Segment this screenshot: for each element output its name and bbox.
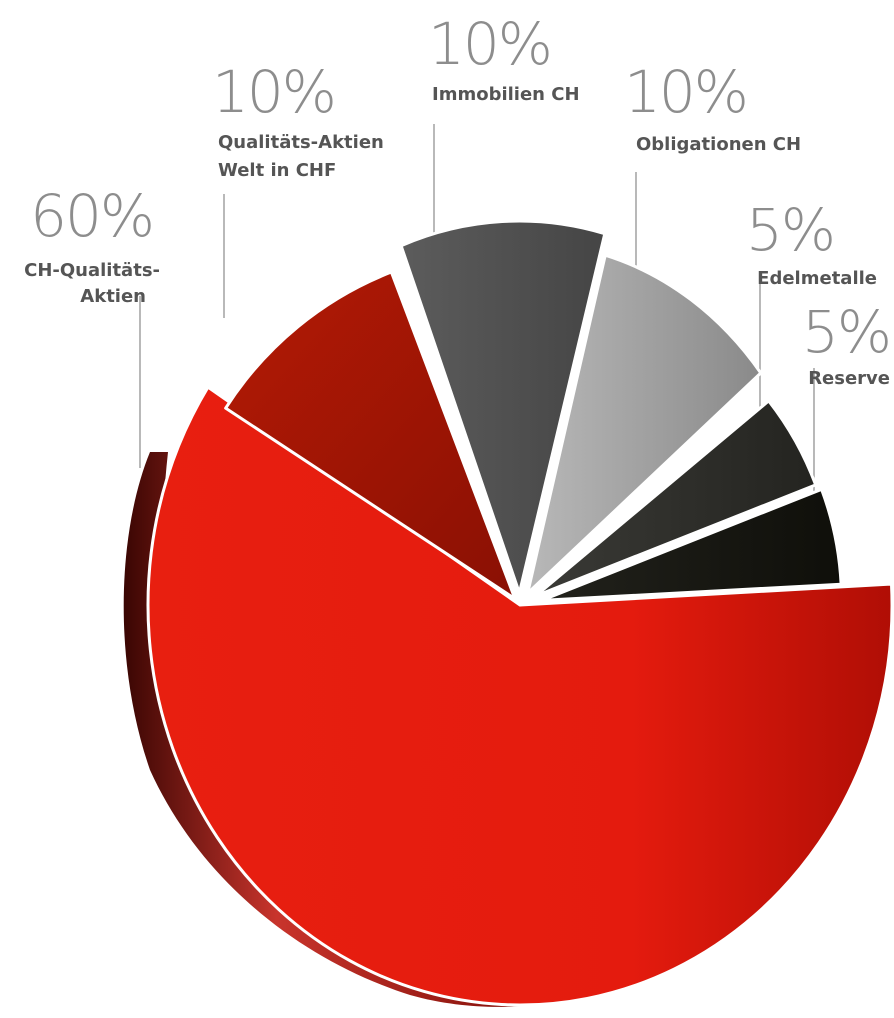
category-label-1-line-2: Aktien [80, 286, 146, 307]
category-label-2-line-2: Welt in CHF [218, 160, 336, 181]
percent-label-1: 60% [30, 182, 153, 250]
pie-slice-6 [540, 487, 843, 602]
category-label-6-line-1: Reserve [808, 368, 890, 389]
pie-slice-2 [224, 270, 517, 601]
pie-slice-1-edge [123, 452, 560, 1007]
pie-slice-4 [526, 253, 763, 595]
percent-label-2: 10% [212, 58, 335, 126]
percent-label-6: 5% [802, 298, 890, 366]
percent-label-5: 5% [746, 196, 834, 264]
category-label-3-line-1: Immobilien CH [432, 84, 580, 105]
category-label-4-line-1: Obligationen CH [636, 134, 801, 155]
pie-slice-5 [534, 399, 818, 598]
percent-label-3: 10% [428, 10, 551, 78]
pie-slice-3 [399, 219, 607, 595]
percent-label-4: 10% [624, 58, 747, 126]
leader-lines [139, 124, 815, 530]
category-label-5-line-1: Edelmetalle [757, 268, 877, 289]
category-label-2-line-1: Qualitäts-Aktien [218, 132, 384, 153]
category-label-1-line-1: CH-Qualitäts- [24, 260, 160, 281]
pie-slice-1 [146, 385, 894, 1007]
